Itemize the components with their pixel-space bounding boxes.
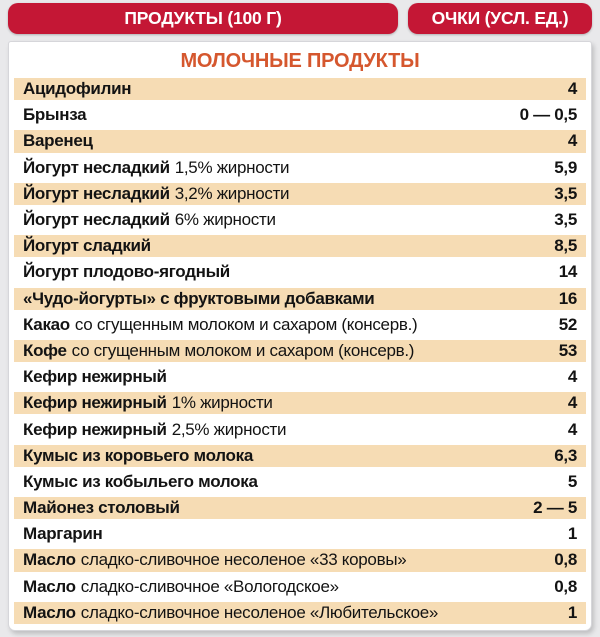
product-points-value: 14: [558, 262, 578, 282]
product-points-value: 0,8: [554, 576, 577, 596]
table-row: «Чудо-йогурты» с фруктовыми добавками 16: [14, 285, 586, 312]
product-descriptor: со сгущенным молоком и сахаром (консерв.…: [71, 340, 415, 360]
table-row: Йогурт плодово-ягодный 14: [14, 259, 586, 285]
table-row: Брынза 0 — 0,5: [14, 102, 586, 128]
table-row: Масло сладко-сливочное несоленое «33 коро…: [14, 547, 586, 574]
table-row: Варенец 4: [14, 128, 586, 155]
product-name: Кумыс из коровьего молока: [23, 445, 253, 465]
product-points-value: 4: [567, 393, 577, 413]
product-points-value: 3,5: [554, 210, 577, 230]
table-row: Масло сладко-сливочное «Вологодское» 0,8: [14, 574, 586, 600]
product-name: «Чудо-йогурты» с фруктовыми добавками: [23, 288, 375, 308]
table-row: Кофе со сгущенным молоком и сахаром (конс…: [14, 337, 586, 365]
section-title: МОЛОЧНЫЕ ПРОДУКТЫ: [180, 49, 420, 72]
product-points-value: 5: [567, 471, 577, 491]
table-row: Майонез столовый 2 — 5: [14, 495, 586, 522]
product-name: Маргарин: [23, 524, 103, 544]
product-name: Кефир нежирный: [23, 367, 167, 387]
table-row: Кумыс из кобыльего молока 5: [14, 469, 586, 495]
points-column-header: ОЧКИ (УСЛ. ЕД.): [408, 3, 592, 34]
table-row: Масло сладко-сливочное несоленое «Любител…: [14, 599, 586, 626]
product-points-value: 0 — 0,5: [519, 105, 578, 125]
product-descriptor: сладко-сливочное несоленое «Любительское…: [80, 602, 439, 622]
product-points-value: 0,8: [554, 550, 577, 570]
product-name: Масло: [23, 576, 76, 596]
product-name: Масло: [23, 602, 76, 622]
dairy-products-table-card: МОЛОЧНЫЕ ПРОДУКТЫ Ацидофилин 4 Брынза 0 — 0…: [8, 41, 592, 631]
product-descriptor: со сгущенным молоком и сахаром (консерв.…: [74, 314, 418, 334]
product-name: Масло: [23, 550, 76, 570]
product-name: Кумыс из кобыльего молока: [23, 471, 258, 491]
product-points-value: 53: [558, 340, 578, 360]
product-name: Йогурт плодово-ягодный: [23, 262, 230, 282]
product-name: Майонез столовый: [23, 498, 180, 518]
product-points-value: 4: [567, 419, 577, 439]
product-descriptor: 6% жирности: [174, 210, 276, 230]
product-points-value: 52: [558, 314, 578, 334]
product-points-value: 1: [567, 602, 577, 622]
table-row: Ацидофилин 4: [14, 76, 586, 103]
table-row: Кефир нежирный 2,5% жирности 4: [14, 416, 586, 442]
product-points-value: 4: [567, 131, 577, 151]
product-name: Йогурт сладкий: [23, 236, 151, 256]
table-rows: Ацидофилин 4 Брынза 0 — 0,5 Варенец 4 Йогурт н…: [14, 76, 586, 626]
table-row: Кефир нежирный 4: [14, 364, 586, 390]
product-name: Кефир нежирный: [23, 393, 167, 413]
product-name: Брынза: [23, 105, 87, 125]
product-name: Какао: [23, 314, 70, 334]
product-points-value: 8,5: [554, 236, 577, 256]
product-points-value: 6,3: [554, 445, 577, 465]
table-row: Кефир нежирный 1% жирности 4: [14, 390, 586, 417]
table-row: Кумыс из коровьего молока 6,3: [14, 442, 586, 469]
table-row: Йогурт несладкий 3,2% жирности 3,5: [14, 180, 586, 207]
product-descriptor: 1,5% жирности: [174, 157, 290, 177]
table-row: Какао со сгущенным молоком и сахаром (кон…: [14, 312, 586, 338]
product-descriptor: 1% жирности: [171, 393, 273, 413]
product-points-value: 3,5: [554, 183, 577, 203]
product-points-value: 16: [558, 288, 578, 308]
table-row: Йогурт несладкий 6% жирности 3,5: [14, 207, 586, 233]
product-points-value: 1: [567, 524, 577, 544]
products-column-header: ПРОДУКТЫ (100 Г): [8, 3, 398, 34]
product-name: Кефир нежирный: [23, 419, 167, 439]
product-name: Йогурт несладкий: [23, 157, 170, 177]
product-name: Ацидофилин: [23, 79, 132, 99]
product-descriptor: 3,2% жирности: [174, 183, 290, 203]
product-points-value: 4: [567, 367, 577, 387]
product-descriptor: сладко-сливочное «Вологодское»: [80, 576, 339, 596]
product-name: Варенец: [23, 131, 93, 151]
table-row: Йогурт сладкий 8,5: [14, 233, 586, 260]
table-row: Йогурт несладкий 1,5% жирности 5,9: [14, 155, 586, 181]
product-points-value: 4: [567, 79, 577, 99]
product-name: Йогурт несладкий: [23, 183, 170, 203]
product-points-value: 2 — 5: [533, 498, 577, 518]
product-name: Йогурт несладкий: [23, 210, 170, 230]
product-descriptor: 2,5% жирности: [171, 419, 287, 439]
table-row: Маргарин 1: [14, 521, 586, 547]
product-name: Кофе: [23, 340, 67, 360]
product-points-value: 5,9: [554, 157, 577, 177]
product-descriptor: сладко-сливочное несоленое «33 коровы»: [80, 550, 407, 570]
